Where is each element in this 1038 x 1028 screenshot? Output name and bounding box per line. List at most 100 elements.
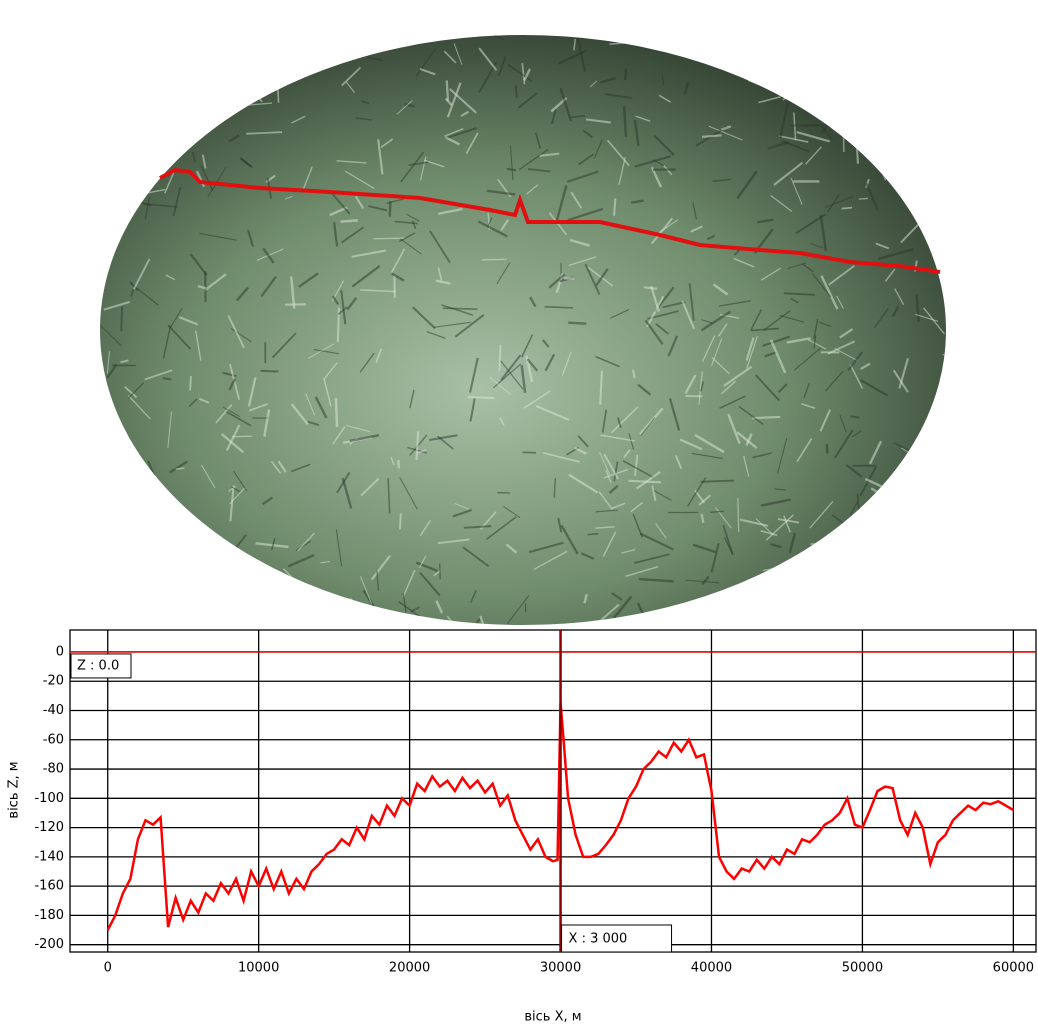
ridge — [263, 40, 272, 44]
ridge — [258, 49, 266, 80]
ridge — [121, 307, 122, 332]
ridge — [274, 603, 286, 622]
ridge — [273, 602, 302, 609]
ridge — [674, 613, 706, 614]
ridge — [828, 51, 848, 71]
ridge — [849, 72, 862, 85]
ridge — [672, 614, 697, 627]
ridge — [945, 404, 948, 416]
terrain-view — [78, 35, 966, 662]
ridge — [271, 54, 292, 65]
ridge — [222, 570, 230, 595]
ridge — [827, 444, 828, 453]
ridge — [157, 582, 169, 593]
ridge — [157, 106, 191, 112]
ridge — [156, 50, 159, 65]
ridge — [241, 566, 250, 577]
ridge — [805, 556, 809, 571]
ridge — [625, 69, 626, 80]
ridge — [568, 323, 586, 324]
ridge — [374, 238, 405, 239]
ridge — [400, 513, 401, 529]
ridge — [100, 578, 109, 589]
ridge — [117, 168, 122, 205]
ridge — [190, 376, 191, 390]
ridge — [169, 94, 194, 96]
y-tick-label: -20 — [43, 674, 64, 689]
chart: вісь Z, м вісь X, м 0-20-40-60-80-100-12… — [7, 630, 1037, 1025]
ridge — [88, 471, 104, 505]
terrain-surface — [100, 35, 946, 625]
ridge — [184, 57, 191, 60]
ridge — [609, 43, 624, 44]
ridge — [340, 220, 357, 221]
ridge — [763, 41, 786, 46]
ridge — [206, 54, 217, 85]
ridge — [215, 104, 218, 113]
x-axis-label: вісь X, м — [524, 1010, 581, 1025]
ridge — [892, 50, 911, 68]
ridge — [164, 74, 178, 82]
ridge — [134, 491, 164, 510]
ridge — [121, 581, 141, 595]
x-tick-label: 40000 — [691, 961, 732, 976]
ridge — [738, 498, 739, 532]
ridge — [797, 605, 810, 626]
ridge — [906, 545, 918, 553]
ridge — [904, 114, 916, 129]
ridge — [130, 565, 151, 577]
ridge — [176, 590, 182, 607]
ridge — [118, 98, 120, 119]
y-tick-label: -100 — [34, 791, 64, 806]
ridge — [661, 37, 681, 48]
ridge — [78, 538, 115, 545]
ridge — [919, 101, 928, 124]
ridge — [815, 560, 848, 572]
ridge — [843, 118, 844, 152]
ridge — [859, 198, 868, 199]
ridge — [257, 604, 265, 629]
ridge — [336, 398, 337, 427]
ridge — [133, 566, 154, 575]
ridge — [340, 46, 346, 53]
ridge — [302, 593, 329, 597]
y-tick-label: -120 — [34, 820, 64, 835]
ridge — [160, 624, 191, 630]
ridge — [167, 47, 171, 65]
ridge — [109, 181, 117, 183]
ridge — [893, 97, 899, 107]
ridge — [783, 79, 796, 89]
ridge — [151, 90, 164, 114]
ridge — [785, 600, 794, 604]
ridge — [929, 455, 957, 479]
ridge — [155, 99, 173, 121]
ridge — [168, 113, 184, 115]
page: вісь Z, м вісь X, м 0-20-40-60-80-100-12… — [0, 0, 1038, 1028]
ridge — [268, 53, 270, 78]
ridge — [516, 85, 517, 98]
ridge — [128, 548, 141, 567]
ridge — [895, 70, 904, 79]
ridge — [864, 600, 895, 603]
ridge — [842, 103, 862, 132]
ridge — [867, 534, 900, 546]
ridge — [854, 94, 873, 110]
ridge — [819, 587, 822, 598]
x-tick-label: 10000 — [238, 961, 279, 976]
ridge — [857, 143, 858, 164]
ridge — [811, 543, 848, 544]
ridge — [850, 416, 859, 417]
ridge — [729, 66, 747, 67]
y-tick-label: -200 — [34, 937, 64, 952]
ridge — [279, 46, 290, 50]
ridge — [928, 533, 959, 552]
ridge — [816, 563, 833, 568]
ridge — [848, 43, 878, 49]
y-tick-label: -140 — [34, 849, 64, 864]
x-tick-label: 60000 — [993, 961, 1034, 976]
ridge — [338, 308, 339, 342]
ridge — [819, 574, 828, 607]
ridge — [161, 598, 173, 632]
ridge — [748, 36, 757, 37]
ridge — [752, 417, 780, 418]
